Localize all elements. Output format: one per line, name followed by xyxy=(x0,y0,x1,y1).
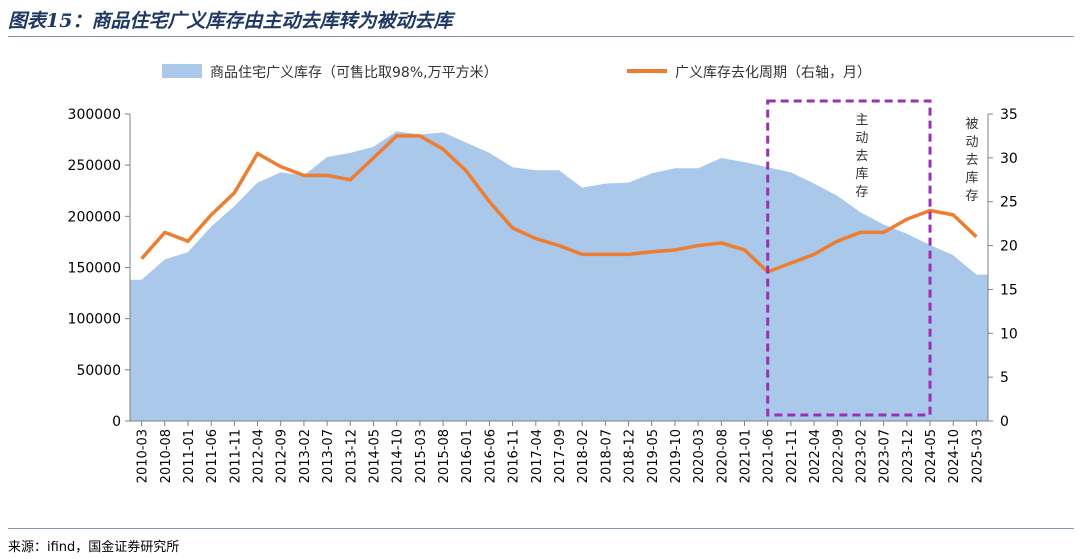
x-axis-tick-label: 2022-09 xyxy=(831,429,846,483)
passive-destocking-label: 被动去库存 xyxy=(965,117,978,204)
x-axis-tick-label: 2023-07 xyxy=(878,429,893,483)
legend-area-label: 商品住宅广义库存（可售比取98%,万平方米） xyxy=(210,65,498,81)
x-axis-tick-label: 2011-06 xyxy=(205,429,220,483)
x-axis-tick-label: 2012-04 xyxy=(252,429,267,483)
x-axis-tick-label: 2016-06 xyxy=(483,429,498,483)
left-axis-tick-label: 300000 xyxy=(68,107,121,123)
right-axis-tick-label: 35 xyxy=(1000,107,1018,123)
right-axis-tick-label: 10 xyxy=(1000,326,1018,342)
left-axis-tick-label: 150000 xyxy=(68,261,121,277)
right-axis-tick-label: 30 xyxy=(1000,151,1018,167)
x-axis-tick-label: 2023-12 xyxy=(901,429,916,483)
x-axis-tick-label: 2018-07 xyxy=(599,429,614,483)
x-axis-tick-label: 2012-09 xyxy=(275,429,290,483)
right-axis-tick-label: 5 xyxy=(1000,370,1009,386)
x-axis-tick-label: 2014-05 xyxy=(367,429,382,483)
x-axis-tick-label: 2013-12 xyxy=(344,429,359,483)
x-axis-tick-label: 2017-09 xyxy=(553,429,568,483)
right-axis-tick-label: 20 xyxy=(1000,239,1018,255)
x-axis-tick-label: 2021-06 xyxy=(762,429,777,483)
x-axis-tick-label: 2020-08 xyxy=(715,429,730,483)
x-axis-tick-label: 2014-10 xyxy=(391,429,406,483)
left-axis-tick-label: 0 xyxy=(112,414,121,430)
x-axis-tick-label: 2022-04 xyxy=(808,429,823,483)
x-axis-tick-label: 2016-11 xyxy=(507,429,522,483)
chart: 商品住宅广义库存（可售比取98%,万平方米） 广义库存去化周期（右轴，月） 0 5… xyxy=(68,64,1018,483)
x-axis-tick-label: 2025-03 xyxy=(970,429,985,483)
x-axis-tick-label: 2015-03 xyxy=(414,429,429,483)
x-axis-tick-label: 2019-05 xyxy=(646,429,661,483)
destocking-cycle-line-series xyxy=(140,134,978,274)
left-axis-tick-label: 100000 xyxy=(68,312,121,328)
x-axis-tick-label: 2017-04 xyxy=(530,429,545,483)
active-destocking-box xyxy=(766,99,932,417)
x-axis-tick-label: 2016-01 xyxy=(460,429,475,483)
left-axis-tick-label: 200000 xyxy=(68,209,121,225)
left-axis-tick-label: 50000 xyxy=(76,363,121,379)
x-axis-tick-label: 2018-02 xyxy=(576,429,591,483)
right-axis-tick-label: 15 xyxy=(1000,282,1018,298)
legend-area-swatch xyxy=(162,64,202,78)
x-axis-tick-label: 2021-11 xyxy=(785,429,800,483)
x-axis-tick-label: 2011-01 xyxy=(182,429,197,483)
legend-line-label: 广义库存去化周期（右轴，月） xyxy=(675,65,871,81)
x-axis-tick-label: 2024-05 xyxy=(924,429,939,483)
x-axis-tick-label: 2010-08 xyxy=(159,429,174,483)
x-axis-tick-label: 2013-02 xyxy=(298,429,313,483)
x-axis-tick-label: 2013-07 xyxy=(321,429,336,483)
x-axis-tick-label: 2020-03 xyxy=(692,429,707,483)
inventory-area-series xyxy=(130,131,988,421)
title-divider xyxy=(8,36,1074,37)
x-axis-tick-label: 2011-11 xyxy=(228,429,243,483)
x-axis-tick-label: 2024-10 xyxy=(947,429,962,483)
right-axis-tick-label: 0 xyxy=(1000,414,1009,430)
x-axis-tick-label: 2021-01 xyxy=(739,429,754,483)
x-axis-tick-label: 2015-08 xyxy=(437,429,452,483)
x-axis-tick-label: 2018-12 xyxy=(623,429,638,483)
footer-divider xyxy=(8,528,1074,529)
x-axis-tick-label: 2023-02 xyxy=(854,429,869,483)
chart-title: 图表15：商品住宅广义库存由主动去库转为被动去库 xyxy=(8,10,453,32)
legend: 商品住宅广义库存（可售比取98%,万平方米） 广义库存去化周期（右轴，月） xyxy=(162,64,871,81)
x-axis-tick-label: 2019-10 xyxy=(669,429,684,483)
left-axis-tick-label: 250000 xyxy=(68,158,121,174)
source-note: 来源：ifind，国金证券研究所 xyxy=(8,540,180,555)
active-destocking-label: 主动去库存 xyxy=(855,113,868,200)
x-axis-tick-label: 2010-03 xyxy=(136,429,151,483)
right-axis-tick-label: 25 xyxy=(1000,195,1018,211)
